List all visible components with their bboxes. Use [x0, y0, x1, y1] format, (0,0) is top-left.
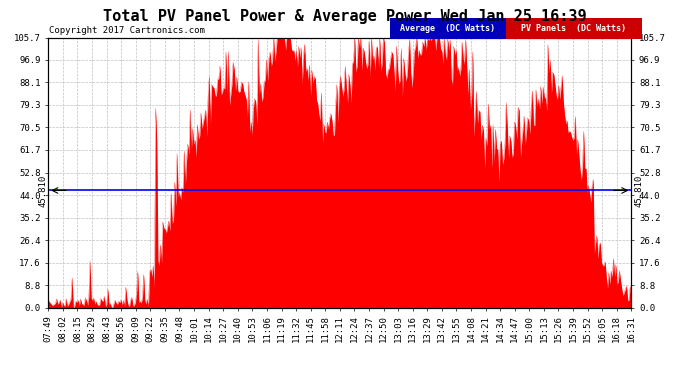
Bar [390, 18, 506, 39]
Text: Copyright 2017 Cartronics.com: Copyright 2017 Cartronics.com [49, 26, 205, 35]
Bar [506, 18, 642, 39]
Text: PV Panels  (DC Watts): PV Panels (DC Watts) [521, 24, 627, 33]
Text: Average  (DC Watts): Average (DC Watts) [400, 24, 495, 33]
Text: Total PV Panel Power & Average Power Wed Jan 25 16:39: Total PV Panel Power & Average Power Wed… [104, 9, 586, 24]
Text: 45.810: 45.810 [39, 174, 48, 207]
Text: 45.810: 45.810 [634, 174, 643, 207]
